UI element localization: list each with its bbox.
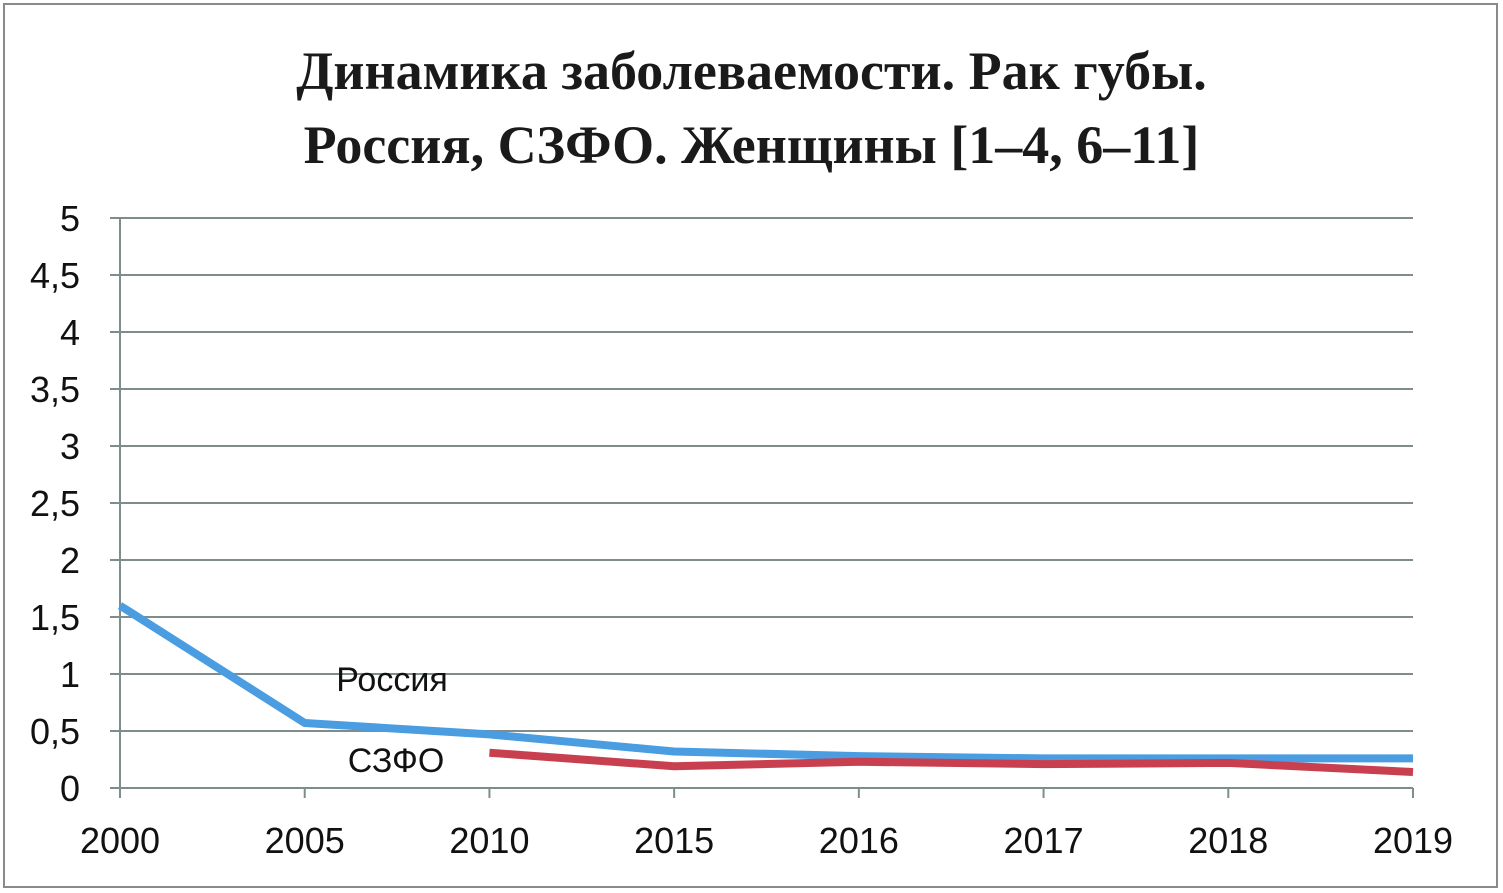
x-tick-label: 2017 <box>1004 820 1084 861</box>
y-tick-label: 4 <box>60 312 80 353</box>
x-tick-labels: 2000 2005 2010 2015 2016 2017 2018 2019 <box>80 820 1453 861</box>
x-tick-label: 2000 <box>80 820 160 861</box>
grid-lines <box>120 217 1413 732</box>
y-tick-label: 5 <box>60 198 80 239</box>
y-tick-label: 0 <box>60 768 80 809</box>
axes <box>110 217 1414 798</box>
chart-title-line-2: Россия, СЗФО. Женщины [1–4, 6–11] <box>303 115 1200 175</box>
x-tick-label: 2010 <box>449 820 529 861</box>
y-tick-label: 1 <box>60 654 80 695</box>
series-line-0 <box>117 602 1413 763</box>
chart-title-line-1: Динамика заболеваемости. Рак губы. <box>296 41 1207 101</box>
y-tick-label: 3,5 <box>30 369 80 410</box>
x-tick-label: 2018 <box>1188 820 1268 861</box>
y-tick-label: 3 <box>60 426 80 467</box>
series-label-0: Россия <box>336 661 448 699</box>
series-line-1 <box>489 748 1414 776</box>
x-tick-label: 2016 <box>819 820 899 861</box>
series-lines <box>117 602 1414 776</box>
y-tick-labels: 0 0,5 1 1,5 2 2,5 3 3,5 4 4,5 5 <box>30 198 80 809</box>
y-tick-label: 1,5 <box>30 597 80 638</box>
x-tick-label: 2019 <box>1373 820 1453 861</box>
y-tick-label: 0,5 <box>30 711 80 752</box>
series-label-1: СЗФО <box>348 742 445 780</box>
series-labels: Россия СЗФО <box>336 661 448 780</box>
x-tick-label: 2015 <box>634 820 714 861</box>
y-tick-label: 4,5 <box>30 255 80 296</box>
y-tick-label: 2 <box>60 540 80 581</box>
x-tick-label: 2005 <box>265 820 345 861</box>
y-tick-label: 2,5 <box>30 483 80 524</box>
